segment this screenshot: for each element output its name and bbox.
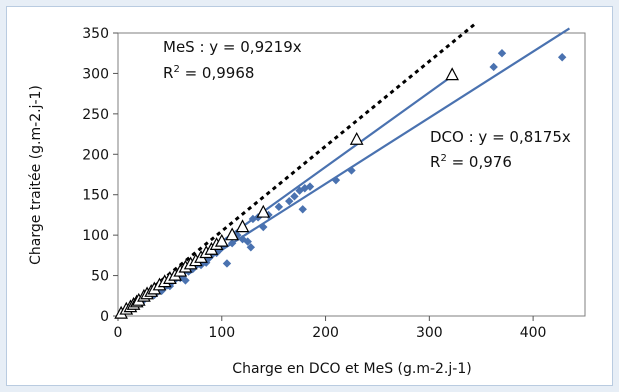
dco-point xyxy=(246,243,256,252)
y-axis-label: Charge traitée (g.m-2.j-1) xyxy=(28,85,44,265)
dco-point xyxy=(222,259,232,268)
dco-r2-value: = 0,976 xyxy=(447,153,512,171)
dco-point xyxy=(227,239,237,248)
mes-point xyxy=(256,204,271,218)
dco-point xyxy=(489,62,498,72)
trendline-mes xyxy=(117,21,477,318)
plot-area xyxy=(117,32,586,317)
mes-r2-sup: 2 xyxy=(173,64,179,75)
y-tick-label: 300 xyxy=(82,66,109,82)
dco-point xyxy=(233,230,242,240)
dco-point xyxy=(259,222,268,232)
dco-point xyxy=(290,192,299,201)
y-tick-label: 350 xyxy=(82,26,109,42)
mes-point xyxy=(225,227,240,241)
tick-labels: 0 100 200 300 400 0 50 100 150 200 250 300 350 xyxy=(82,26,546,341)
x-tick-label: 100 xyxy=(208,325,235,341)
dco-r2-sup: 2 xyxy=(440,153,446,164)
y-tick-label: 250 xyxy=(82,107,109,123)
figure-panel xyxy=(6,6,613,386)
y-tick-label: 50 xyxy=(91,269,109,285)
dco-point xyxy=(181,276,190,285)
x-tick-label: 300 xyxy=(416,325,443,341)
dco-r2-prefix: R xyxy=(430,153,440,171)
mes-equation: MeS : y = 0,9219x xyxy=(163,38,302,56)
y-tick-label: 150 xyxy=(82,188,109,204)
x-axis-label: Charge en DCO et MeS (g.m-2.j-1) xyxy=(232,361,471,377)
mes-r2-prefix: R xyxy=(163,64,173,82)
y-tick-label: 0 xyxy=(100,309,109,325)
y-tick-label: 200 xyxy=(82,147,109,163)
mes-point xyxy=(445,67,460,81)
dco-point xyxy=(497,49,507,58)
mes-r2: R2 = 0,9968 xyxy=(163,64,254,82)
dco-point xyxy=(557,53,567,62)
dco-point xyxy=(274,202,284,212)
mes-point xyxy=(214,233,229,247)
x-tick-label: 200 xyxy=(312,325,339,341)
dco-point xyxy=(331,175,341,185)
mes-r2-value: = 0,9968 xyxy=(180,64,255,82)
data-points xyxy=(114,49,567,319)
dco-point xyxy=(298,205,307,214)
axes xyxy=(113,32,586,321)
mes-point xyxy=(349,131,364,145)
y-tick-label: 100 xyxy=(82,228,109,244)
dco-point xyxy=(243,237,252,246)
mes-point xyxy=(235,219,250,233)
x-tick-label: 400 xyxy=(520,325,547,341)
dco-point xyxy=(285,196,294,206)
dco-point xyxy=(305,182,315,191)
x-tick-label: 0 xyxy=(114,325,123,341)
dco-equation: DCO : y = 0,8175x xyxy=(430,128,571,146)
dco-point xyxy=(347,166,356,175)
dco-r2: R2 = 0,976 xyxy=(430,153,512,171)
